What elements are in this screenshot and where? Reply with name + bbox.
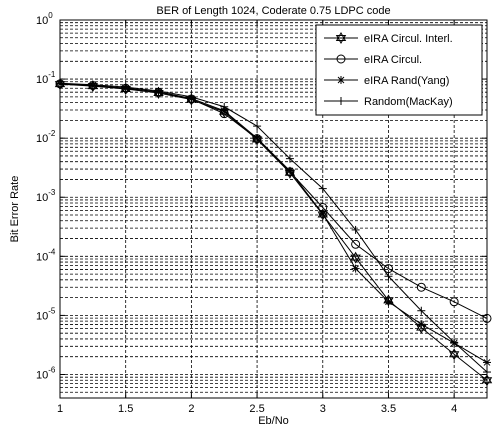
y-tick-label: 10-2: [36, 129, 56, 145]
data-point: [318, 184, 327, 193]
legend-label: eIRA Circul.: [364, 54, 422, 66]
data-point: [335, 31, 347, 45]
hexagram-marker-up: [335, 31, 347, 41]
y-tick-label: 10-4: [36, 247, 56, 263]
x-tick-label: 3: [320, 403, 326, 415]
circle-marker: [336, 54, 346, 64]
data-point: [121, 83, 130, 92]
series-line: [59, 82, 488, 373]
x-tick-label: 1.5: [118, 403, 133, 415]
data-point: [154, 86, 163, 95]
chart-title: BER of Length 1024, Coderate 0.75 LDPC c…: [156, 5, 390, 17]
data-point: [253, 134, 262, 143]
data-point: [285, 154, 294, 163]
data-point: [220, 102, 229, 111]
x-tick-label: 2.5: [249, 403, 264, 415]
y-tick-label: 10-5: [36, 306, 56, 322]
axes-frame: [59, 19, 488, 399]
asterisk-marker-d2: [352, 265, 359, 272]
data-point: [88, 80, 97, 89]
asterisk-marker-d2: [220, 107, 228, 115]
legend-item: Random(MacKay): [324, 96, 453, 108]
data-point: [337, 76, 345, 84]
y-axis-title: Bit Error Rate: [9, 176, 21, 243]
data-point: [384, 272, 393, 281]
data-point: [318, 210, 327, 219]
data-point: [417, 320, 426, 329]
data-point: [448, 348, 460, 361]
data-point: [253, 122, 262, 131]
asterisk-marker-d2: [286, 167, 294, 175]
x-tick-label: 1: [57, 403, 63, 415]
y-tick-label: 10-3: [36, 188, 56, 204]
data-point: [450, 338, 459, 347]
legend-item: eIRA Circul. Interl.: [324, 31, 453, 45]
asterisk-marker-d2: [253, 134, 261, 142]
data-point: [417, 306, 426, 315]
legend-label: eIRA Circul. Interl.: [364, 33, 453, 45]
x-tick-label: 3.5: [381, 403, 396, 415]
data-point: [350, 251, 361, 264]
circle-marker: [351, 239, 361, 249]
data-point: [337, 97, 345, 105]
data-point: [285, 166, 294, 175]
hexagram-marker-down: [448, 351, 460, 361]
asterisk-marker-d2: [385, 298, 392, 306]
legend-item: eIRA Circul.: [324, 54, 422, 66]
legend-label: eIRA Rand(Yang): [364, 75, 449, 87]
hexagram-marker-up: [448, 348, 460, 358]
hexagram-marker-up: [284, 166, 296, 176]
data-point: [384, 297, 393, 306]
legend-label: Random(MacKay): [364, 96, 453, 108]
data-point: [351, 225, 360, 234]
series-line: [59, 83, 488, 363]
asterisk-marker-d2: [319, 210, 327, 218]
y-tick-label: 100: [36, 11, 53, 27]
circle-marker: [416, 282, 426, 292]
legend-item: eIRA Rand(Yang): [324, 75, 449, 87]
data-point: [351, 239, 361, 249]
hexagram-marker-up: [350, 251, 361, 261]
legend: eIRA Circul. Interl. eIRA Circul. eIRA Ran…: [315, 24, 483, 116]
series-line: [59, 83, 488, 381]
y-tick-label: 10-6: [36, 365, 56, 381]
x-tick-label: 4: [451, 403, 457, 415]
hexagram-marker-down: [335, 35, 347, 45]
data-point: [336, 54, 346, 64]
asterisk-marker-d2: [417, 320, 425, 328]
y-tick-label: 10-1: [36, 70, 56, 86]
data-point: [449, 297, 459, 307]
hexagram-marker-down: [350, 254, 361, 264]
data-point: [416, 282, 426, 292]
x-tick-label: 2: [188, 403, 194, 415]
x-axis-title: Eb/No: [258, 415, 289, 424]
data-point: [187, 92, 196, 101]
circle-marker: [449, 297, 459, 307]
asterisk-marker-d2: [337, 76, 345, 84]
data-point: [351, 264, 360, 273]
